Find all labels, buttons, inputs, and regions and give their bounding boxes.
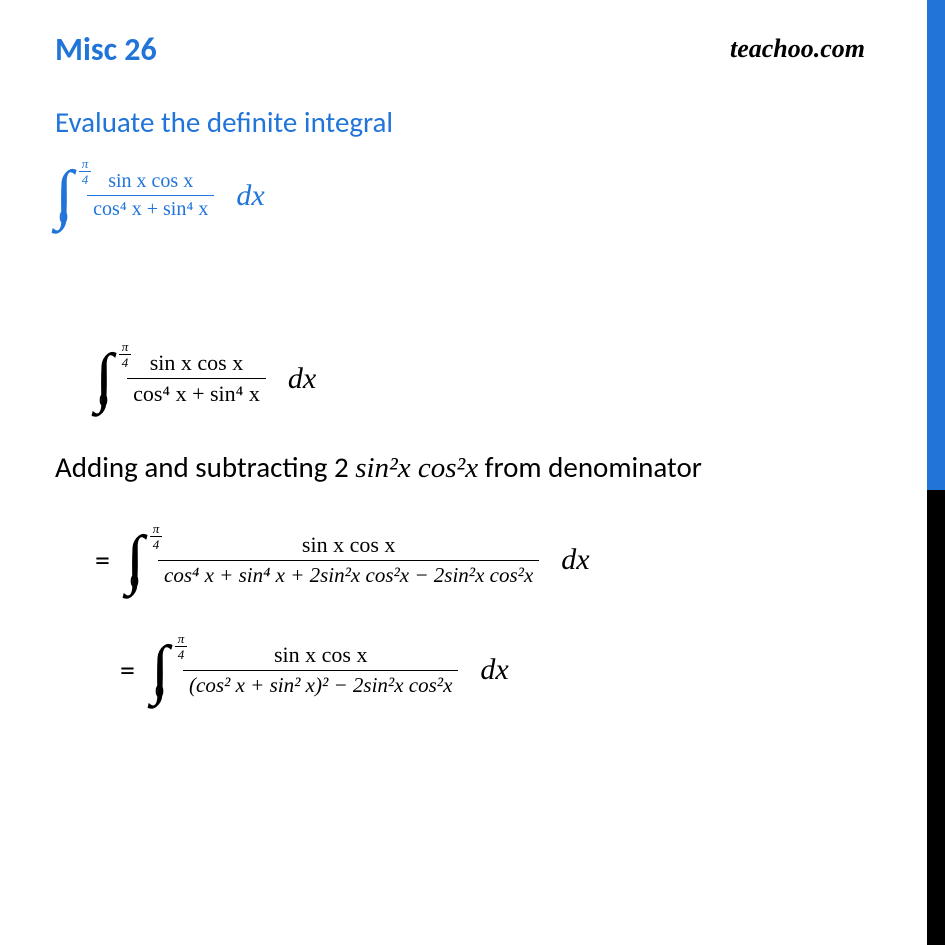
step-suffix: from denominator: [478, 449, 702, 485]
lower-limit: 0: [59, 207, 68, 228]
step-math: sin²x cos²x: [355, 452, 478, 484]
integral-original: ∫ π 4 0 sin x cos x cos⁴ x + sin⁴ x dx: [55, 168, 885, 223]
integrand-fraction: sin x cos x (cos² x + sin² x)² − 2sin²x …: [183, 640, 458, 700]
side-stripe-blue: [927, 0, 945, 490]
integral-sign: ∫ π 4 0: [126, 534, 144, 587]
integral-sign: ∫ π 4 0: [151, 644, 169, 697]
side-stripe-black: [927, 490, 945, 945]
dx: dx: [236, 179, 264, 213]
numerator: sin x cos x: [102, 168, 199, 195]
equals-sign: =: [120, 652, 135, 689]
step-description: Adding and subtracting 2 sin²x cos²x fro…: [55, 449, 885, 485]
upper-limit-num: π: [82, 156, 89, 171]
integral-step-1: = ∫ π 4 0 sin x cos x cos⁴ x + sin⁴ x + …: [95, 530, 885, 590]
integral-step-2: = ∫ π 4 0 sin x cos x (cos² x + sin² x)²…: [120, 640, 885, 700]
integral-sign: ∫ π 4 0: [55, 169, 73, 222]
equals-sign: =: [95, 542, 110, 579]
brand-watermark: teachoo.com: [730, 34, 865, 64]
denominator: cos⁴ x + sin⁴ x: [87, 196, 214, 223]
integrand-fraction: sin x cos x cos⁴ x + sin⁴ x: [87, 168, 214, 223]
upper-limit-den: 4: [79, 173, 91, 186]
problem-title: Misc 26: [55, 30, 157, 69]
integrand-fraction: sin x cos x cos⁴ x + sin⁴ x + 2sin²x cos…: [158, 530, 539, 590]
header-row: Misc 26 teachoo.com: [55, 30, 885, 69]
integral-sign: ∫ π 4 0: [95, 352, 113, 405]
problem-prompt: Evaluate the definite integral: [55, 104, 885, 140]
page-content: Misc 26 teachoo.com Evaluate the definit…: [0, 0, 945, 700]
integrand-fraction: sin x cos x cos⁴ x + sin⁴ x: [127, 348, 266, 409]
integral-restate: ∫ π 4 0 sin x cos x cos⁴ x + sin⁴ x dx: [95, 348, 885, 409]
step-prefix: Adding and subtracting 2: [55, 449, 355, 485]
